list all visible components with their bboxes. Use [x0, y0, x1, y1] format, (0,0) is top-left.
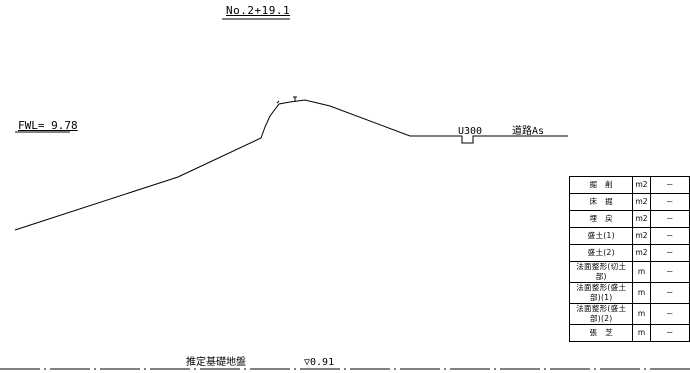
quantity-item-cell: 床 掘 [568, 193, 634, 211]
drain-label: U300 [458, 126, 483, 137]
quantity-unit-cell: m2 [632, 176, 651, 194]
quantity-unit-cell: m [632, 303, 651, 325]
quantity-item-cell: 法面整形(盛土部)(1) [568, 282, 634, 304]
fwl-label: FWL= 9.78 [18, 119, 78, 132]
ground-profile-line [14, 99, 455, 231]
u-drain-channel [455, 135, 474, 144]
table-row: 盛土(1) m2 － [568, 227, 690, 245]
datum-elevation-label: ▽0.91 [304, 357, 335, 368]
quantity-value-cell: － [649, 324, 690, 342]
table-row: 法面整形(盛土部)(2) m － [568, 303, 690, 325]
quantity-item-cell: 法面整形(切土部) [568, 261, 634, 283]
quantity-value-cell: － [649, 227, 690, 245]
quantity-unit-cell: m2 [632, 244, 651, 262]
quantity-item-cell: 盛土(2) [568, 244, 634, 262]
quantity-unit-cell: m [632, 324, 651, 342]
quantity-unit-cell: m [632, 261, 651, 283]
table-row: 盛土(2) m2 － [568, 244, 690, 262]
founding-ground-label: 推定基礎地盤 [186, 357, 246, 368]
table-row: 法面整形(盛土部)(1) m － [568, 282, 690, 304]
table-row: 法面整形(切土部) m － [568, 261, 690, 283]
quantity-item-cell: 法面整形(盛土部)(2) [568, 303, 634, 325]
quantity-unit-cell: m2 [632, 193, 651, 211]
table-row: 張 芝 m － [568, 324, 690, 342]
quantity-value-cell: － [649, 210, 690, 228]
quantity-item-cell: 盛土(1) [568, 227, 634, 245]
station-label: No.2+19.1 [226, 4, 291, 17]
quantity-table: 掘 削 m2 －床 掘 m2 －埋 戻 m2 －盛土(1) m2 －盛土(2) m2 －法面整形(切… [568, 176, 690, 342]
crest-mark [276, 100, 280, 104]
quantity-value-cell: － [649, 176, 690, 194]
quantity-value-cell: － [649, 244, 690, 262]
quantity-value-cell: － [649, 282, 690, 304]
quantity-unit-cell: m2 [632, 210, 651, 228]
quantity-item-cell: 埋 戻 [568, 210, 634, 228]
road-label: 道路As [512, 126, 545, 137]
table-row: 埋 戻 m2 － [568, 210, 690, 228]
quantity-unit-cell: m2 [632, 227, 651, 245]
quantity-item-cell: 掘 削 [568, 176, 634, 194]
quantity-value-cell: － [649, 303, 690, 325]
quantity-value-cell: － [649, 261, 690, 283]
quantity-value-cell: － [649, 193, 690, 211]
table-row: 床 掘 m2 － [568, 193, 690, 211]
quantity-item-cell: 張 芝 [568, 324, 634, 342]
quantity-unit-cell: m [632, 282, 651, 304]
table-row: 掘 削 m2 － [568, 176, 690, 194]
